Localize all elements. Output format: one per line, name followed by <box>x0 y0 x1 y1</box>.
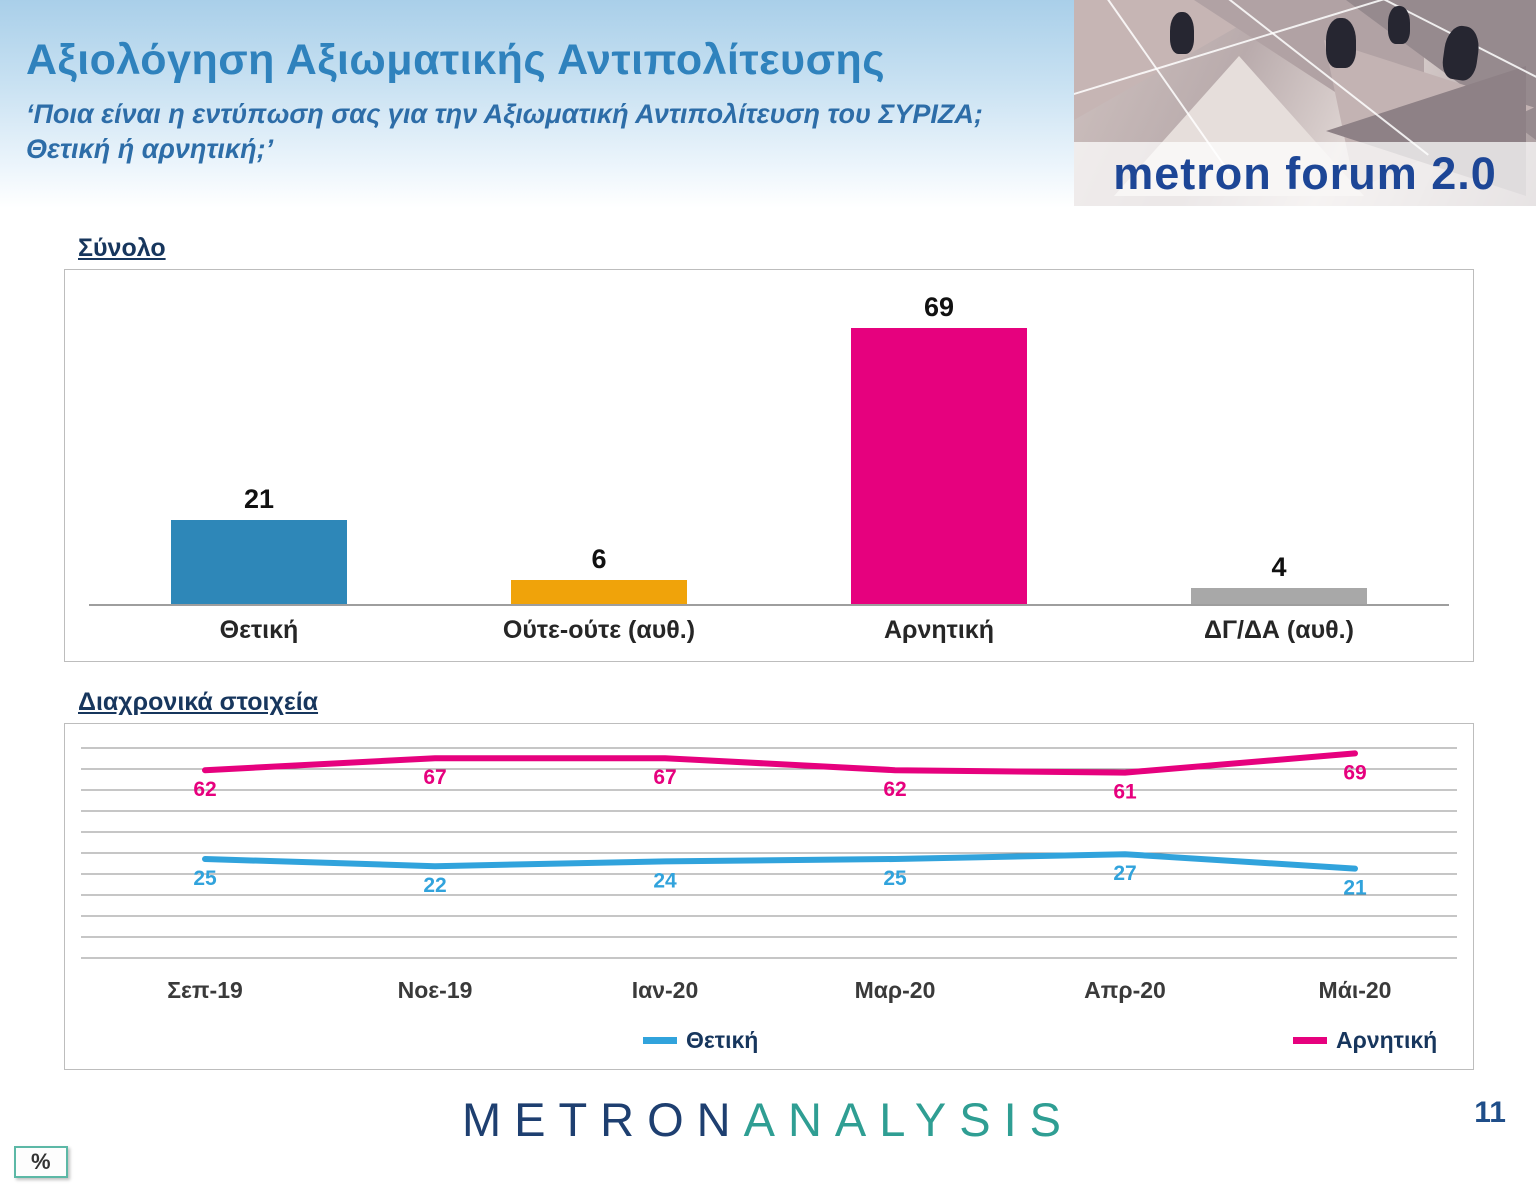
bar-value-label: 21 <box>243 484 275 514</box>
point-value-label: 67 <box>423 766 446 789</box>
bar-column-1: 6 <box>429 544 769 604</box>
footer: % METRONANALYSIS 11 <box>0 1092 1536 1188</box>
percent-unit-badge: % <box>14 1146 68 1178</box>
question-subtitle: ‘Ποια είναι η εντύπωση σας για την Αξιωμ… <box>26 99 983 165</box>
page-title: Αξιολόγηση Αξιωματικής Αντιπολίτευσης <box>26 36 886 84</box>
x-axis-label: Σεπ-19 <box>167 977 243 1003</box>
point-value-label: 21 <box>1343 877 1367 900</box>
section-title-timeseries: Διαχρονικά στοιχεία <box>78 688 319 716</box>
point-value-label: 61 <box>1113 781 1137 804</box>
bar-value-label: 6 <box>591 544 607 574</box>
bar-category-label: Αρνητική <box>883 616 994 644</box>
x-axis-label: Νοε-19 <box>398 977 473 1003</box>
bar-chart: 21 6 69 4 Θετική Ούτε-ούτε (αυθ.) Αρνητική ΔΓ/… <box>64 269 1474 662</box>
x-axis-label: Ιαν-20 <box>632 977 699 1003</box>
logo-silhouette <box>1326 18 1356 68</box>
legend-item-Αρνητική: Αρνητική <box>1293 1027 1437 1054</box>
bar-1 <box>511 580 687 604</box>
legend-label: Θετική <box>686 1027 759 1053</box>
legend-dash-icon <box>1293 1037 1327 1044</box>
bar-category-label: Θετική <box>219 616 299 644</box>
bar-category-labels: Θετική Ούτε-ούτε (αυθ.) Αρνητική ΔΓ/ΔΑ (αυθ… <box>65 606 1473 661</box>
x-axis-line <box>89 604 1449 606</box>
point-value-label: 62 <box>883 778 906 801</box>
section-title-total: Σύνολο <box>78 234 166 262</box>
title-block: Αξιολόγηση Αξιωματικής Αντιπολίτευσης ‘Π… <box>26 36 1046 167</box>
legend-item-Θετική: Θετική <box>643 1027 758 1054</box>
point-value-label: 62 <box>193 778 216 801</box>
brand-metron: METRON <box>461 1093 744 1146</box>
page-number: 11 <box>1474 1096 1506 1129</box>
x-axis-label: Απρ-20 <box>1084 977 1166 1003</box>
header: Αξιολόγηση Αξιωματικής Αντιπολίτευσης ‘Π… <box>0 0 1536 208</box>
logo-silhouette <box>1170 12 1194 54</box>
point-value-label: 27 <box>1113 862 1136 885</box>
legend-label: Αρνητική <box>1336 1027 1438 1053</box>
bar-column-2: 69 <box>769 292 1109 604</box>
point-value-label: 25 <box>883 867 907 890</box>
point-value-label: 25 <box>193 867 217 890</box>
bar-value-label: 4 <box>1271 552 1287 582</box>
bar-2 <box>851 328 1027 604</box>
logo-wordmark: metron forum 2.0 <box>1113 148 1497 199</box>
metron-analysis-logo: METRONANALYSIS <box>0 1092 1536 1147</box>
point-value-label: 69 <box>1343 761 1366 784</box>
brand-analysis: ANALYSIS <box>743 1093 1075 1146</box>
point-value-label: 22 <box>423 874 446 897</box>
line-chart: 25 22 24 25 27 21 62 67 67 62 61 69 Σεπ-19 Νοε-19 Ιαν-… <box>64 723 1474 1070</box>
bar-column-3: 4 <box>1109 552 1449 604</box>
x-axis-label: Μάι-20 <box>1319 977 1392 1003</box>
metron-forum-logo: metron forum 2.0 <box>1074 0 1536 206</box>
x-axis-label: Μαρ-20 <box>855 977 936 1003</box>
series-line-Θετική <box>202 851 1358 872</box>
chart-legend: Θετική Αρνητική <box>65 1019 1473 1065</box>
point-value-label: 24 <box>653 869 677 892</box>
line-plot-area: 25 22 24 25 27 21 62 67 67 62 61 69 Σεπ-19 Νοε-19 Ιαν-… <box>81 747 1457 1003</box>
bar-value-label: 69 <box>923 292 955 322</box>
bar-plot-area: 21 6 69 4 <box>65 286 1473 604</box>
point-value-label: 67 <box>653 766 676 789</box>
bar-category-label: Ούτε-ούτε (αυθ.) <box>502 616 696 644</box>
line-chart-section: Διαχρονικά στοιχεία 25 22 24 25 27 21 62 67 67 62… <box>64 688 1474 1070</box>
bar-0 <box>171 520 347 604</box>
series-line-Αρνητική <box>202 750 1358 776</box>
logo-silhouette <box>1388 6 1410 44</box>
bar-3 <box>1191 588 1367 604</box>
logo-text-strip: metron forum 2.0 <box>1074 142 1536 206</box>
legend-dash-icon <box>643 1037 677 1044</box>
bar-chart-section: Σύνολο 21 6 69 4 Θετική Ούτε-ούτε (αυθ.) Αρνη… <box>64 234 1474 662</box>
bar-category-label: ΔΓ/ΔΑ (αυθ.) <box>1204 616 1354 644</box>
bar-column-0: 21 <box>89 484 429 604</box>
